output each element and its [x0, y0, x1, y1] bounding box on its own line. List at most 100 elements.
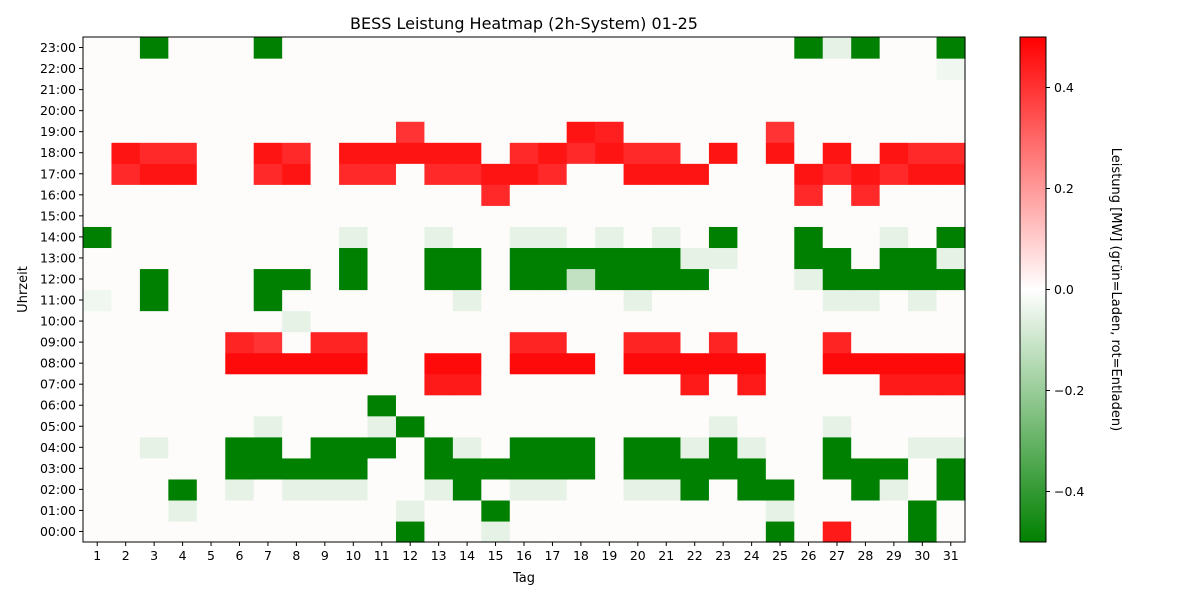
- heatmap-cell: [595, 184, 625, 206]
- y-tick-label: 21:00: [40, 82, 76, 97]
- x-tick-label: 31: [943, 548, 959, 563]
- heatmap-cell: [139, 226, 169, 249]
- heatmap-cell: [936, 415, 966, 438]
- heatmap-cell: [452, 184, 482, 206]
- x-tick-label: 11: [374, 548, 390, 563]
- heatmap-cell: [652, 394, 682, 417]
- heatmap-cell: [452, 268, 482, 291]
- colorbar-tick-label: −0.4: [1054, 484, 1084, 499]
- heatmap-cell: [851, 436, 881, 459]
- heatmap-cell: [737, 415, 767, 438]
- x-tick-label: 27: [829, 548, 845, 563]
- heatmap-cell: [652, 268, 682, 291]
- heatmap-cell: [936, 37, 966, 59]
- heatmap-cell: [794, 478, 824, 501]
- heatmap-cell: [424, 331, 454, 354]
- heatmap-cell: [111, 247, 141, 270]
- heatmap-cell: [765, 457, 795, 480]
- heatmap-cell: [83, 499, 113, 522]
- heatmap-cell: [623, 352, 653, 375]
- heatmap-cell: [83, 37, 113, 59]
- heatmap-cell: [339, 121, 369, 143]
- heatmap-cell: [652, 499, 682, 522]
- heatmap-cell: [879, 478, 909, 501]
- heatmap-cell: [168, 457, 198, 480]
- x-tick-label: 9: [321, 548, 329, 563]
- heatmap-cell: [566, 226, 596, 249]
- heatmap-cell: [111, 37, 141, 59]
- heatmap-cell: [765, 373, 795, 396]
- heatmap-cell: [851, 373, 881, 396]
- heatmap-cell: [196, 226, 226, 249]
- heatmap-cell: [225, 457, 255, 480]
- heatmap-cell: [822, 205, 852, 227]
- heatmap-cell: [623, 142, 653, 164]
- heatmap-cell: [225, 226, 255, 249]
- heatmap-cell: [623, 331, 653, 354]
- heatmap-cell: [680, 79, 710, 101]
- heatmap-cell: [708, 142, 738, 164]
- heatmap-cell: [708, 247, 738, 270]
- y-tick-label: 08:00: [40, 356, 76, 371]
- heatmap-cell: [225, 436, 255, 459]
- heatmap-cell: [168, 37, 198, 59]
- heatmap-cell: [310, 436, 340, 459]
- heatmap-cell: [196, 520, 226, 543]
- heatmap-cell: [623, 79, 653, 101]
- heatmap-cell: [424, 247, 454, 270]
- heatmap-cell: [395, 226, 426, 249]
- heatmap-cell: [395, 142, 426, 164]
- heatmap-cell: [737, 499, 767, 522]
- colorbar-label: Leistung [MW] (grün=Laden, rot=Entladen): [1108, 148, 1123, 431]
- x-tick-label: 19: [601, 548, 617, 563]
- heatmap-cell: [623, 205, 653, 227]
- heatmap-cell: [225, 247, 255, 270]
- heatmap-cell: [652, 205, 682, 227]
- heatmap-cell: [680, 394, 710, 417]
- y-tick-label: 12:00: [40, 271, 76, 286]
- heatmap-cell: [538, 289, 568, 312]
- heatmap-cell: [139, 499, 169, 522]
- heatmap-cell: [424, 58, 454, 80]
- heatmap-cell: [253, 184, 283, 206]
- heatmap-cell: [908, 352, 938, 375]
- heatmap-cell: [452, 163, 482, 185]
- heatmap-cell: [111, 331, 141, 354]
- heatmap-cell: [282, 58, 312, 80]
- heatmap-cell: [652, 184, 682, 206]
- heatmap-cell: [196, 289, 226, 312]
- heatmap-cell: [908, 520, 938, 543]
- heatmap-cell: [196, 436, 226, 459]
- heatmap-cell: [452, 205, 482, 227]
- heatmap-cell: [253, 394, 283, 417]
- heatmap-cell: [765, 79, 795, 101]
- heatmap-cell: [395, 352, 426, 375]
- heatmap-cell: [765, 415, 795, 438]
- heatmap-cell: [623, 457, 653, 480]
- heatmap-cell: [623, 394, 653, 417]
- y-tick-label: 00:00: [40, 524, 76, 539]
- x-tick-label: 12: [402, 548, 418, 563]
- heatmap-cell: [83, 373, 113, 396]
- heatmap-cell: [708, 352, 738, 375]
- heatmap-cell: [936, 58, 966, 80]
- heatmap-cell: [652, 457, 682, 480]
- heatmap-cell: [708, 415, 738, 438]
- heatmap-cell: [139, 184, 169, 206]
- heatmap-cell: [851, 163, 881, 185]
- heatmap-cell: [424, 142, 454, 164]
- heatmap-cell: [936, 142, 966, 164]
- heatmap-cell: [822, 163, 852, 185]
- heatmap-cell: [566, 37, 596, 59]
- heatmap-cell: [936, 247, 966, 270]
- heatmap-cell: [680, 142, 710, 164]
- heatmap-cell: [879, 121, 909, 143]
- heatmap-cell: [310, 478, 340, 501]
- heatmap-cell: [452, 142, 482, 164]
- heatmap-cell: [794, 436, 824, 459]
- heatmap-cell: [652, 100, 682, 122]
- heatmap-cell: [139, 79, 169, 101]
- heatmap-cell: [424, 163, 454, 185]
- heatmap-cell: [481, 205, 511, 227]
- heatmap-cell: [452, 79, 482, 101]
